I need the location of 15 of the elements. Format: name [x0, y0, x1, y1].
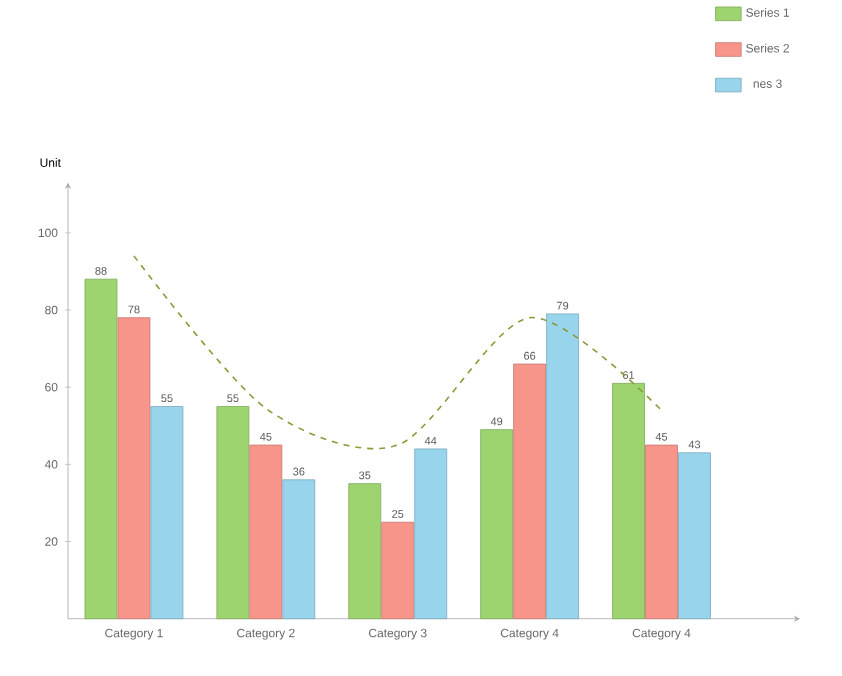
bar [612, 382, 645, 619]
bar [117, 317, 151, 619]
bar [348, 482, 382, 619]
bar [678, 452, 711, 619]
bar [546, 313, 579, 619]
bar [216, 405, 250, 619]
bar [282, 479, 316, 619]
bar [150, 405, 184, 619]
bar [249, 444, 283, 619]
bar [381, 521, 415, 619]
bar [480, 428, 514, 619]
bar [645, 444, 678, 619]
bar [84, 278, 118, 619]
bar [513, 363, 547, 619]
bar [414, 448, 448, 619]
